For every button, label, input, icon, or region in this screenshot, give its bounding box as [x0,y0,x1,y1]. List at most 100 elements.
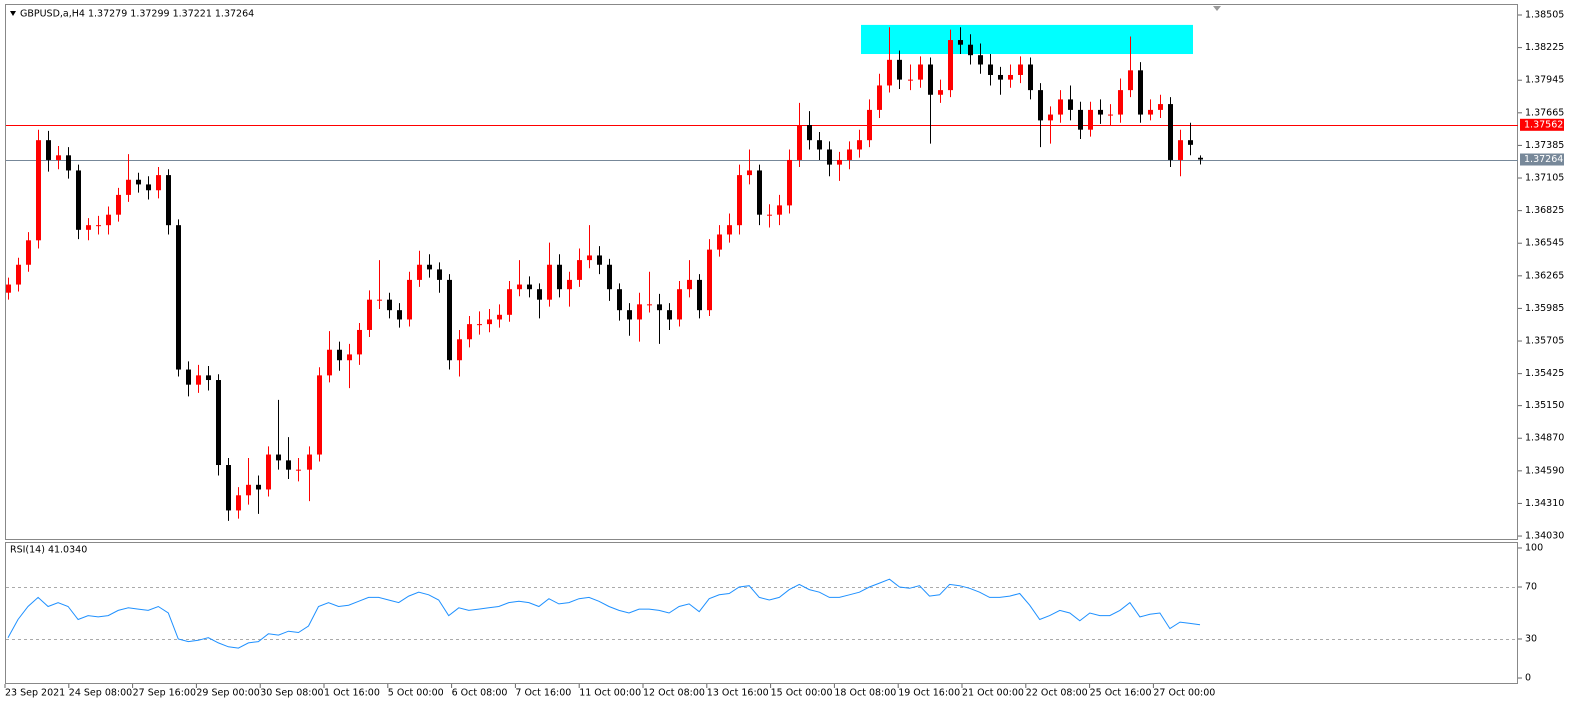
candle-body [1088,109,1093,130]
candle-body [637,304,642,320]
y-tick-label: 1.34870 [1525,433,1564,444]
x-tick-label: 21 Oct 00:00 [962,688,1024,699]
x-tick-label: 25 Oct 16:00 [1090,688,1152,699]
candle-body [427,264,432,270]
candle-body [16,264,21,285]
candle-body [146,184,151,191]
candle-body [767,214,772,216]
candle-body [1188,140,1193,145]
menu-triangle [10,11,16,16]
y-tick-label: 1.36265 [1525,270,1564,281]
candle-body [968,44,973,56]
candle-body [607,264,612,290]
y-tick-label: 1.34310 [1525,498,1564,509]
candle-body [527,284,532,290]
candle-body [286,460,291,470]
candle-body [1038,90,1043,121]
candle-body [36,140,41,241]
candle-body [1058,99,1063,115]
candle-body [737,175,742,226]
y-tick-label: 1.35425 [1525,368,1564,379]
candle-body [998,74,1003,80]
shift-marker [1213,6,1221,11]
candle-body [897,59,902,80]
y-tick-label: 1.34030 [1525,531,1564,542]
candle-body [166,175,171,226]
candle-body [597,255,602,265]
x-tick-label: 13 Oct 16:00 [707,688,769,699]
candle-body [807,125,812,141]
candle-body [537,289,542,300]
price-tag [1520,153,1564,166]
candle-body [96,225,101,227]
candle-body [106,214,111,226]
candle-body [617,289,622,311]
candle-body [447,279,452,361]
candle-body [787,159,792,206]
y-tick-label: 1.35985 [1525,303,1564,314]
candle-body [206,375,211,381]
y-tick-label: 1.37105 [1525,173,1564,184]
x-tick-label: 1 Oct 16:00 [324,688,380,699]
candle-body [747,170,752,176]
candle-body [337,349,342,361]
candle-body [397,310,402,320]
candle-body [236,495,241,511]
candle-body [867,109,872,141]
y-tick-label: 70 [1525,581,1537,592]
y-tick-label: 1.37945 [1525,75,1564,86]
x-tick-label: 5 Oct 00:00 [388,688,444,699]
x-tick-label: 24 Sep 08:00 [69,688,132,699]
candle-body [307,454,312,470]
candle-body [156,175,161,191]
candle-body [1078,109,1083,130]
y-tick-label: 1.34590 [1525,465,1564,476]
candle-body [1168,104,1173,160]
candle-body [317,375,322,455]
candle-body [347,354,352,361]
candle-body [56,155,61,160]
candle-body [357,329,362,355]
candle-body [697,279,702,311]
rsi-line [7,578,1201,649]
candle-body [487,319,492,325]
rsi-pane [5,542,1518,684]
y-tick-label: 1.37385 [1525,140,1564,151]
candle-body [1118,90,1123,115]
candle-body [327,349,332,376]
candle-body [86,225,91,230]
y-tick-label: 30 [1525,634,1537,645]
candle-body [246,484,251,496]
candle-body [1198,157,1203,160]
candle-body [777,205,782,215]
y-tick-label: 1.36825 [1525,205,1564,216]
symbol-header: GBPUSD,a,H4 1.37279 1.37299 1.37221 1.37… [20,9,254,20]
candle-body [517,284,522,290]
candle-body [948,40,953,91]
candle-body [1018,64,1023,75]
candle-body [226,465,231,511]
price-tag-label: 1.37264 [1524,154,1563,165]
x-tick-label: 18 Oct 08:00 [834,688,896,699]
candle-body [627,310,632,320]
x-tick-label: 30 Sep 08:00 [260,688,323,699]
x-tick-label: 15 Oct 00:00 [771,688,833,699]
price-pane [5,4,1518,540]
candle-body [6,284,11,293]
x-tick-label: 11 Oct 00:00 [579,688,641,699]
candle-body [1008,74,1013,80]
rsi-header: RSI(14) 41.0340 [10,545,87,556]
x-tick-label: 23 Sep 2021 [5,688,65,699]
candle-body [988,64,993,75]
candle-body [497,314,502,320]
candle-body [1128,70,1133,91]
candle-body [827,149,832,165]
candle-body [887,59,892,86]
candle-body [857,140,862,150]
resistance-zone [861,24,1193,55]
candle-body [186,369,191,385]
candle-body [978,55,983,65]
candle-body [136,179,141,185]
